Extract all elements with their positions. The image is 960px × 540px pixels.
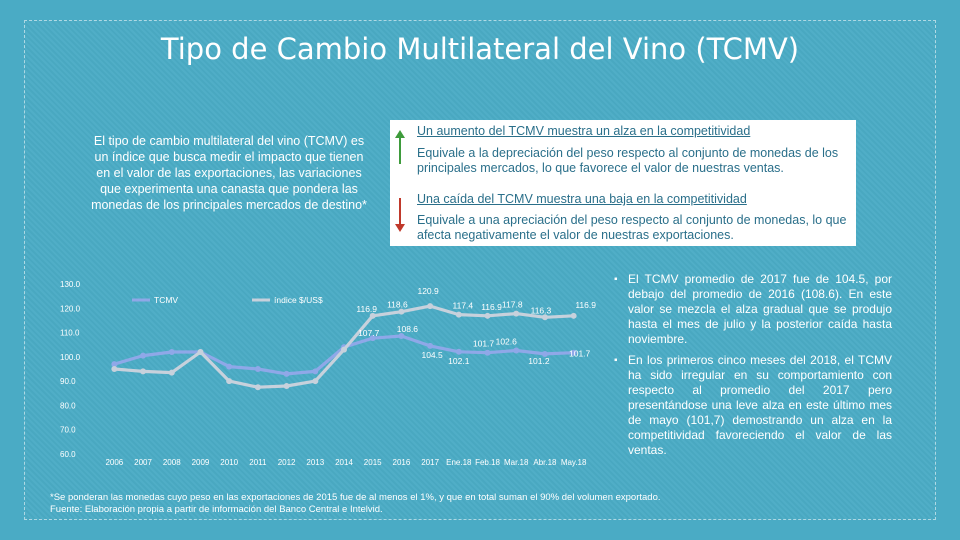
data-label: 116.9 (481, 302, 502, 312)
data-label: 102.1 (448, 356, 470, 366)
box-up-heading: Un aumento del TCMV muestra un alza en l… (417, 124, 751, 138)
data-point (283, 370, 290, 377)
data-label: 118.6 (387, 300, 408, 310)
y-tick-label: 90.0 (60, 377, 76, 386)
data-point (312, 378, 319, 385)
note-item: El TCMV promedio de 2017 fue de 104.5, p… (614, 272, 892, 347)
data-point (570, 349, 577, 356)
data-point (541, 350, 548, 357)
note-item: En los primeros cinco meses del 2018, el… (614, 353, 892, 458)
data-point (140, 368, 147, 375)
data-label: 117.4 (453, 301, 474, 311)
data-label: 102.6 (496, 337, 518, 347)
data-point (312, 368, 319, 375)
data-point (427, 342, 434, 349)
notes-list: El TCMV promedio de 2017 fue de 104.5, p… (614, 272, 892, 464)
data-label: 108.6 (397, 324, 419, 334)
x-tick-label: 2013 (306, 458, 324, 467)
x-tick-label: May.18 (561, 458, 587, 467)
data-label: 116.9 (356, 304, 377, 314)
x-tick-label: Abr.18 (533, 458, 557, 467)
x-tick-label: Feb.18 (475, 458, 500, 467)
x-tick-label: 2008 (163, 458, 181, 467)
data-label: 120.9 (417, 286, 439, 296)
x-tick-label: 2016 (393, 458, 411, 467)
footer-source: Fuente: Elaboración propia a partir de i… (50, 504, 383, 515)
y-tick-label: 70.0 (60, 426, 76, 435)
data-point (254, 366, 261, 372)
data-point (140, 352, 147, 359)
data-point (484, 312, 491, 319)
data-point (484, 349, 491, 356)
data-point (369, 312, 376, 319)
data-point (570, 312, 577, 319)
data-label: 101.7 (473, 339, 495, 349)
data-point (455, 311, 462, 318)
x-tick-label: Ene.18 (446, 458, 472, 467)
competitiveness-box: Un aumento del TCMV muestra un alza en l… (390, 120, 856, 246)
legend-label: TCMV (154, 295, 178, 305)
data-point (427, 303, 434, 310)
data-point (541, 314, 548, 321)
data-point (111, 361, 118, 368)
data-label: 117.8 (502, 300, 523, 310)
box-down-text: Equivale a una apreciación del peso resp… (417, 213, 847, 242)
x-tick-label: 2017 (421, 458, 439, 467)
data-point (226, 363, 233, 370)
data-label: 107.7 (358, 328, 380, 338)
page-title: Tipo de Cambio Multilateral del Vino (TC… (160, 32, 800, 66)
data-point (254, 384, 261, 391)
data-label: 116.9 (575, 300, 596, 310)
x-tick-label: 2011 (249, 458, 267, 467)
tcmv-line-chart: 130.0 120.0 110.0 100.0 90.0 80.0 70.0 60.0 2006… (48, 272, 608, 472)
data-label: 104.5 (421, 350, 443, 360)
x-tick-label: 2014 (335, 458, 353, 467)
x-tick-label: 2006 (105, 458, 123, 467)
data-point (369, 335, 376, 342)
x-tick-label: 2015 (364, 458, 382, 467)
chart-svg: 130.0 120.0 110.0 100.0 90.0 80.0 70.0 60.0 2006… (60, 280, 596, 467)
data-label: 116.3 (531, 305, 552, 315)
y-tick-label: 80.0 (60, 401, 76, 410)
data-point (168, 349, 175, 355)
data-point (513, 310, 520, 317)
data-point (111, 366, 118, 372)
data-point (197, 349, 204, 355)
y-tick-label: 100.0 (60, 353, 81, 362)
legend-label: índice $/US$ (274, 295, 323, 305)
data-point (283, 383, 290, 389)
x-tick-label: 2007 (134, 458, 152, 467)
data-point (398, 332, 405, 339)
y-tick-label: 110.0 (60, 329, 80, 338)
data-point (168, 369, 175, 376)
footer-notes: *Se ponderan las monedas cuyo peso en la… (50, 492, 910, 516)
x-tick-label: 2012 (278, 458, 296, 467)
y-tick-label: 60.0 (60, 450, 76, 459)
data-label: 101.7 (569, 349, 591, 359)
box-up-text: Equivale a la depreciación del peso resp… (417, 146, 839, 175)
data-point (226, 378, 233, 385)
x-tick-label: Mar.18 (504, 458, 529, 467)
footer-footnote: *Se ponderan las monedas cuyo peso en la… (50, 492, 661, 503)
slide-frame (24, 20, 936, 520)
y-tick-label: 120.0 (60, 304, 81, 313)
data-label: 101.2 (528, 356, 550, 366)
x-tick-label: 2009 (192, 458, 210, 467)
x-tick-label: 2010 (220, 458, 238, 467)
data-point (455, 348, 462, 355)
y-tick-label: 130.0 (60, 280, 81, 289)
data-point (341, 346, 347, 353)
box-down-heading: Una caída del TCMV muestra una baja en l… (417, 192, 747, 206)
data-point (398, 308, 405, 315)
intro-text: El tipo de cambio multilateral del vino … (91, 134, 367, 212)
data-point (513, 347, 520, 354)
